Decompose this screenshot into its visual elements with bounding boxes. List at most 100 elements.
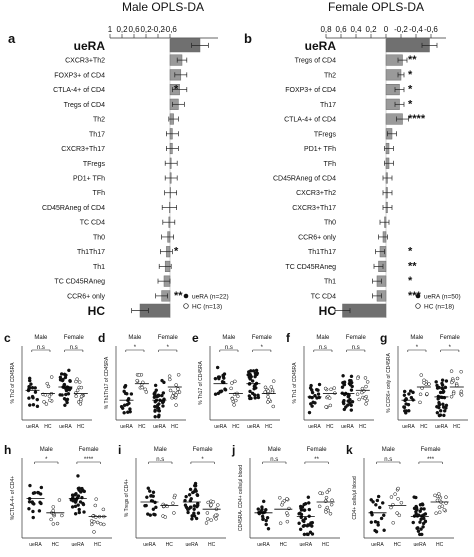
legend-ueRA-marker bbox=[415, 293, 421, 299]
dot-hc bbox=[172, 511, 176, 515]
dot-uera bbox=[216, 391, 221, 396]
significance-label: n.s bbox=[70, 345, 78, 351]
dot-uera bbox=[153, 408, 157, 413]
group-label-female: Female bbox=[421, 447, 442, 453]
significance-label: n.s bbox=[319, 345, 327, 351]
category-label: ueRA bbox=[74, 39, 106, 53]
dot-hc bbox=[93, 503, 98, 508]
dot-uera bbox=[419, 507, 424, 511]
dot-hc bbox=[364, 402, 368, 406]
dot-uera bbox=[149, 493, 154, 498]
group-label-female: Female bbox=[158, 335, 179, 341]
dot-hc bbox=[168, 388, 173, 393]
dot-hc bbox=[90, 522, 94, 527]
legend-ueRA-label: ueRA (n=50) bbox=[424, 294, 461, 301]
dot-uera bbox=[379, 516, 384, 521]
tick-label: 1 bbox=[108, 25, 113, 34]
dot-uera bbox=[441, 390, 445, 395]
dot-uera bbox=[125, 392, 129, 396]
dot-hc bbox=[363, 376, 368, 380]
x-tick-label: HC bbox=[44, 424, 52, 430]
dot-uera bbox=[184, 494, 188, 499]
significance-label: n.s bbox=[270, 457, 278, 463]
dot-hc bbox=[271, 379, 276, 383]
dot-uera bbox=[71, 493, 75, 498]
dot-uera bbox=[306, 495, 311, 499]
dot-uera bbox=[310, 404, 314, 408]
group-label-male: Male bbox=[34, 335, 48, 341]
dot-uera bbox=[145, 495, 149, 499]
dot-uera bbox=[299, 508, 304, 512]
dot-uera bbox=[434, 380, 438, 384]
dot-uera bbox=[250, 391, 255, 396]
x-tick-label: ueRA bbox=[371, 542, 384, 548]
category-label: TC CD45RAneg bbox=[285, 264, 336, 271]
dot-uera bbox=[30, 500, 35, 504]
dot-hc bbox=[266, 389, 270, 393]
group-label-female: Female bbox=[440, 335, 461, 341]
dot-uera bbox=[65, 400, 69, 405]
dot-uera bbox=[309, 383, 313, 388]
dot-hc bbox=[455, 376, 460, 381]
dot-hc bbox=[399, 500, 404, 505]
dot-hc bbox=[440, 504, 445, 508]
dot-hc bbox=[229, 386, 233, 391]
x-tick-label: HC bbox=[52, 542, 60, 548]
dot-uera bbox=[28, 483, 32, 488]
dot-uera bbox=[195, 503, 200, 508]
dot-hc bbox=[206, 500, 210, 505]
dot-hc bbox=[329, 387, 333, 392]
significance-mark: * bbox=[174, 246, 179, 258]
dot-hc bbox=[437, 510, 442, 515]
dot-uera bbox=[194, 489, 198, 493]
dot-uera bbox=[265, 515, 270, 520]
dot-hc bbox=[167, 374, 172, 378]
dot-uera bbox=[186, 510, 190, 515]
dot-hc bbox=[397, 513, 402, 518]
dot-uera bbox=[305, 532, 309, 536]
dot-uera bbox=[68, 378, 72, 383]
x-tick-label: ueRA bbox=[186, 542, 199, 548]
dot-hc bbox=[389, 505, 393, 510]
dot-uera bbox=[419, 527, 423, 531]
dot-uera bbox=[251, 369, 256, 373]
dot-hc bbox=[393, 492, 397, 496]
dot-hc bbox=[172, 495, 177, 500]
dot-uera bbox=[382, 513, 386, 518]
dot-hc bbox=[433, 493, 437, 498]
x-tick-label: HC bbox=[265, 424, 273, 430]
dot-hc bbox=[176, 387, 180, 391]
dot-uera bbox=[441, 405, 446, 409]
significance-mark: ** bbox=[408, 260, 417, 272]
dot-uera bbox=[342, 382, 347, 387]
dot-uera bbox=[192, 514, 197, 518]
dot-uera bbox=[35, 397, 40, 402]
dot-uera bbox=[65, 397, 70, 402]
x-tick-label: HC bbox=[232, 424, 240, 430]
dot-uera bbox=[213, 392, 218, 396]
dot-uera bbox=[440, 378, 445, 382]
dot-hc bbox=[363, 396, 367, 401]
dot-uera bbox=[156, 414, 161, 419]
dot-uera bbox=[260, 505, 264, 509]
dot-uera bbox=[442, 409, 447, 413]
dot-hc bbox=[204, 521, 209, 525]
dot-uera bbox=[39, 485, 44, 490]
significance-label: * bbox=[134, 345, 137, 351]
dot-uera bbox=[157, 402, 161, 406]
dot-uera bbox=[407, 409, 411, 413]
tick-label: 0,4 bbox=[350, 25, 362, 34]
significance-label: * bbox=[416, 345, 419, 351]
dot-uera bbox=[266, 526, 271, 531]
dot-uera bbox=[31, 396, 35, 400]
x-tick-label: HC bbox=[208, 542, 216, 548]
dot-hc bbox=[425, 392, 429, 396]
panel-letter: a bbox=[8, 31, 16, 46]
dot-uera bbox=[221, 373, 225, 378]
dot-uera bbox=[62, 383, 67, 387]
dot-uera bbox=[314, 387, 319, 392]
dot-hc bbox=[79, 385, 84, 390]
category-label: CTLA-4+ of CD4 bbox=[53, 87, 105, 94]
dot-uera bbox=[437, 413, 442, 418]
x-tick-label: ueRA bbox=[29, 542, 42, 548]
